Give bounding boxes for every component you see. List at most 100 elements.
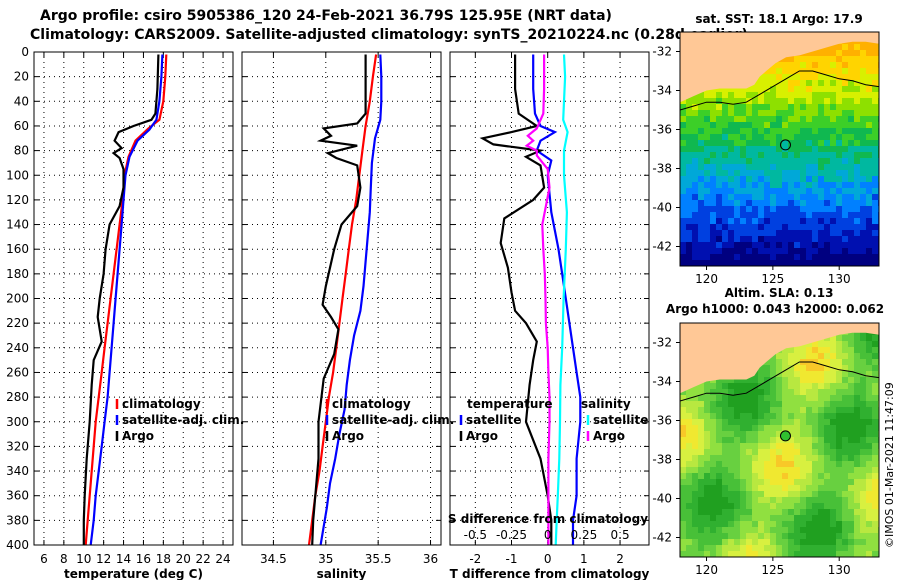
- map-cell: [758, 158, 764, 164]
- map-cell: [704, 158, 710, 164]
- map-cell: [680, 509, 686, 515]
- map-cell: [866, 128, 872, 134]
- map-cell: [746, 128, 752, 134]
- map-cell: [704, 515, 710, 521]
- map-cell: [788, 485, 794, 491]
- map-cell: [698, 224, 704, 230]
- map-cell: [854, 401, 860, 407]
- map-cell: [776, 545, 782, 551]
- map-cell: [716, 134, 722, 140]
- legend-label: satellite: [593, 413, 648, 427]
- map-cell: [782, 401, 788, 407]
- map-cell: [800, 467, 806, 473]
- map-cell: [818, 437, 824, 443]
- map-cell: [848, 218, 854, 224]
- map-cell: [728, 431, 734, 437]
- map-cell: [680, 395, 686, 401]
- map-cell: [710, 248, 716, 254]
- lat-tick-label: -36: [652, 123, 672, 137]
- map-cell: [734, 515, 740, 521]
- map-cell: [806, 395, 812, 401]
- map-cell: [746, 383, 752, 389]
- map-cell: [818, 236, 824, 242]
- map-cell: [728, 242, 734, 248]
- map-cell: [788, 98, 794, 104]
- map-cell: [848, 236, 854, 242]
- map-cell: [788, 437, 794, 443]
- map-cell: [848, 200, 854, 206]
- map-cell: [872, 134, 878, 140]
- map-cell: [806, 521, 812, 527]
- map-cell: [740, 521, 746, 527]
- map-cell: [722, 395, 728, 401]
- map-cell: [812, 224, 818, 230]
- map-cell: [854, 188, 860, 194]
- map-cell: [782, 521, 788, 527]
- map-cell: [806, 188, 812, 194]
- map-cell: [872, 443, 878, 449]
- map-cell: [824, 383, 830, 389]
- map-cell: [866, 539, 872, 545]
- map-cell: [782, 449, 788, 455]
- map-cell: [806, 164, 812, 170]
- map-cell: [764, 164, 770, 170]
- map-cell: [812, 395, 818, 401]
- map-cell: [854, 389, 860, 395]
- map-cell: [704, 224, 710, 230]
- map-cell: [812, 170, 818, 176]
- map-cell: [722, 431, 728, 437]
- map-cell: [746, 377, 752, 383]
- map-cell: [818, 194, 824, 200]
- map-cell: [692, 224, 698, 230]
- map-cell: [800, 455, 806, 461]
- map-cell: [776, 509, 782, 515]
- map-cell: [722, 224, 728, 230]
- map-cell: [806, 407, 812, 413]
- map-cell: [770, 146, 776, 152]
- map-cell: [836, 218, 842, 224]
- map-cell: [776, 248, 782, 254]
- map-cell: [698, 419, 704, 425]
- map-cell: [854, 341, 860, 347]
- map-cell: [830, 170, 836, 176]
- map-cell: [716, 497, 722, 503]
- map-cell: [716, 254, 722, 260]
- map-cell: [698, 260, 704, 266]
- map-cell: [818, 164, 824, 170]
- map-cell: [842, 50, 848, 56]
- map-cell: [764, 479, 770, 485]
- map-cell: [716, 182, 722, 188]
- map-cell: [848, 212, 854, 218]
- plot-frame: [33, 51, 234, 546]
- map-cell: [692, 437, 698, 443]
- map-cell: [830, 503, 836, 509]
- map-cell: [872, 146, 878, 152]
- map-cell: [818, 473, 824, 479]
- map-cell: [680, 491, 686, 497]
- map-cell: [860, 425, 866, 431]
- map-cell: [836, 86, 842, 92]
- map-cell: [782, 230, 788, 236]
- map-cell: [764, 503, 770, 509]
- map-cell: [830, 176, 836, 182]
- map-cell: [698, 515, 704, 521]
- map-cell: [698, 467, 704, 473]
- map-cell: [752, 122, 758, 128]
- map-cell: [722, 236, 728, 242]
- map-cell: [782, 236, 788, 242]
- map-cell: [848, 62, 854, 68]
- map-cell: [698, 176, 704, 182]
- map-cell: [686, 134, 692, 140]
- map-cell: [788, 455, 794, 461]
- map-cell: [686, 497, 692, 503]
- map-cell: [830, 218, 836, 224]
- map-cell: [860, 116, 866, 122]
- map-cell: [824, 62, 830, 68]
- map-cell: [818, 401, 824, 407]
- map-cell: [692, 473, 698, 479]
- map-cell: [716, 401, 722, 407]
- map-cell: [836, 359, 842, 365]
- map-cell: [872, 401, 878, 407]
- map-cell: [722, 260, 728, 266]
- map-cell: [776, 68, 782, 74]
